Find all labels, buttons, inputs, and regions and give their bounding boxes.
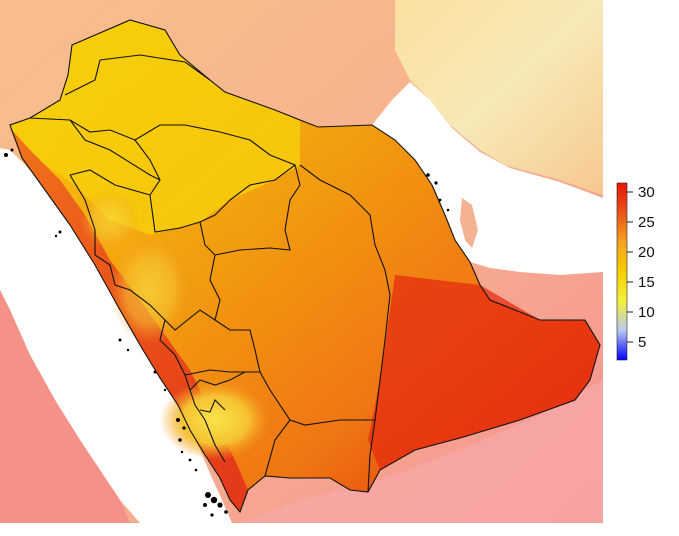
legend-tick-label: 15: [638, 274, 655, 291]
region-border: [199, 221, 221, 321]
highland-patch: [110, 235, 190, 345]
region-border: [64, 54, 211, 96]
african-shore: [0, 290, 130, 523]
highland-patch: [160, 380, 270, 460]
qatar-land: [460, 198, 478, 248]
region-border: [199, 399, 226, 413]
northeast-land: [395, 0, 603, 195]
legend-tick-label: 10: [638, 304, 655, 321]
color-legend: 5 10 15 20 25 30: [616, 182, 655, 361]
southeast-hot-zone: [368, 275, 600, 470]
persian-gulf: [372, 82, 603, 275]
legend-color-bar: [616, 182, 628, 361]
region-border: [189, 389, 226, 463]
legend-tick-label: 5: [638, 334, 646, 351]
legend-ticks: 5 10 15 20 25 30: [627, 184, 655, 351]
region-border: [214, 184, 301, 256]
region-border: [69, 119, 161, 181]
country-border: [9, 19, 601, 514]
region-borders: [9, 19, 601, 514]
region-border: [184, 371, 246, 392]
region-border: [69, 169, 151, 196]
legend-tick-label: 25: [638, 214, 655, 231]
legend-tick-label: 20: [638, 244, 655, 261]
region-border: [264, 419, 291, 477]
region-border: [69, 174, 116, 286]
legend-tick-label: 30: [638, 184, 655, 201]
region-border: [299, 164, 391, 493]
region-border: [29, 117, 296, 166]
highland-patch: [80, 190, 140, 250]
arabian-sea: [240, 380, 603, 523]
coastal-islands: [4, 148, 450, 517]
region-border: [114, 284, 375, 426]
